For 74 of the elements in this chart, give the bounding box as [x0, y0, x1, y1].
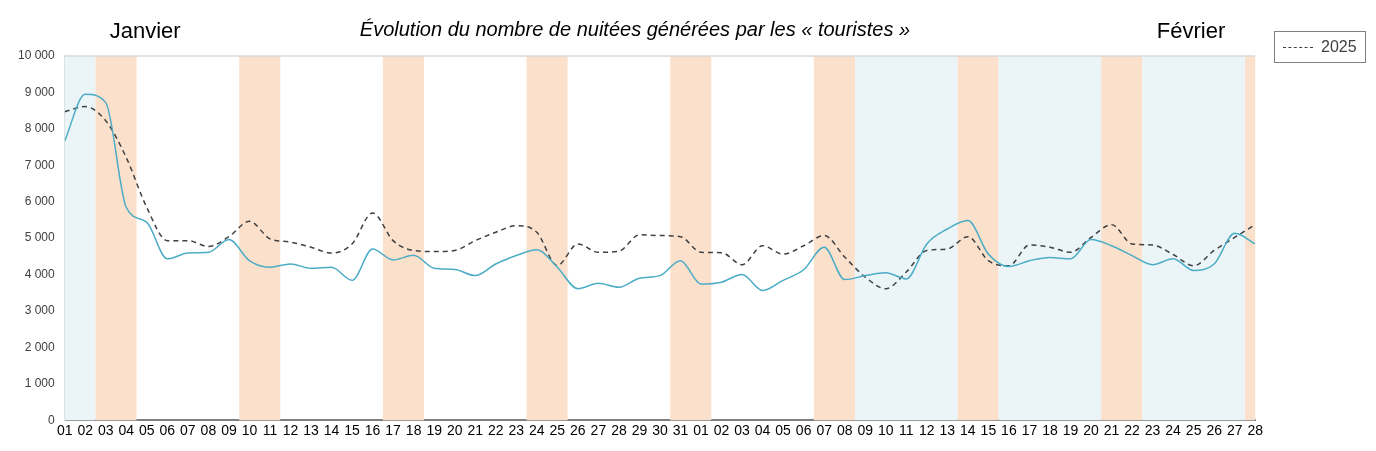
x-tick-label: 27 — [1226, 422, 1243, 439]
x-tick-label: 23 — [508, 422, 525, 439]
x-tick-label: 28 — [611, 422, 627, 439]
y-tick-label: 3 000 — [24, 303, 56, 318]
x-tick-label: 06 — [795, 422, 812, 439]
x-tick-label: 09 — [857, 422, 874, 439]
x-tick-label: 14 — [960, 422, 976, 439]
y-tick-label: 6 000 — [24, 193, 56, 208]
x-tick-label: 17 — [1021, 422, 1038, 439]
x-tick-label: 14 — [323, 422, 340, 439]
x-tick-label: 24 — [529, 422, 545, 439]
x-tick-label: 16 — [364, 422, 381, 439]
x-tick-label: 04 — [754, 422, 771, 439]
x-tick-label: 11 — [262, 422, 278, 439]
x-tick-label: 18 — [1042, 422, 1058, 439]
x-tick-label: 01 — [56, 422, 73, 439]
x-tick-label: 20 — [1083, 422, 1099, 439]
x-tick-label: 30 — [652, 422, 668, 439]
x-tick-label: 05 — [775, 422, 792, 439]
x-tick-label: 26 — [1206, 422, 1223, 439]
x-tick-label: 22 — [1124, 422, 1141, 439]
x-tick-label: 16 — [1001, 422, 1017, 439]
x-tick-label: 07 — [816, 422, 833, 439]
x-tick-label: 22 — [487, 422, 504, 439]
x-tick-label: 01 — [693, 422, 710, 439]
x-tick-label: 03 — [97, 422, 114, 439]
y-tick-label: 8 000 — [24, 121, 56, 136]
x-tick-label: 15 — [980, 422, 997, 439]
x-tick-label: 26 — [570, 422, 586, 439]
x-tick-label: 27 — [590, 422, 607, 439]
x-tick-label: 13 — [939, 422, 956, 439]
y-tick-label: 7 000 — [24, 157, 56, 172]
x-tick-label: 20 — [446, 422, 463, 439]
x-tick-label: 23 — [1144, 422, 1161, 439]
x-tick-label: 09 — [221, 422, 237, 439]
y-tick-label: 10 000 — [18, 48, 56, 63]
x-tick-label: 18 — [405, 422, 422, 439]
x-tick-label: 07 — [180, 422, 196, 439]
y-tick-label: 9 000 — [24, 84, 56, 99]
x-tick-label: 03 — [734, 422, 751, 439]
x-tick-label: 21 — [1103, 422, 1120, 439]
x-tick-label: 02 — [77, 422, 94, 439]
text: Janvier — [109, 18, 181, 44]
text: Février — [1156, 18, 1226, 44]
x-tick-label: 08 — [836, 422, 853, 439]
x-tick-label: 19 — [426, 422, 443, 439]
x-tick-label: 04 — [118, 422, 135, 439]
x-tick-label: 17 — [385, 422, 402, 439]
x-tick-label: 10 — [241, 422, 258, 439]
x-tick-label: 10 — [877, 422, 894, 439]
y-tick-label: 5 000 — [24, 230, 56, 245]
x-tick-label: 08 — [200, 422, 217, 439]
x-tick-label: 31 — [672, 422, 689, 439]
legend-label: 2025 — [1321, 38, 1357, 56]
x-tick-label: 21 — [467, 422, 484, 439]
x-tick-label: 24 — [1165, 422, 1182, 439]
x-tick-label: 25 — [1185, 422, 1202, 439]
x-tick-label: 25 — [549, 422, 566, 439]
y-tick-label: 2 000 — [24, 339, 56, 354]
x-tick-label: 15 — [344, 422, 361, 439]
chart-title: Évolution du nombre de nuitées générées par les « touristes » — [359, 17, 911, 40]
x-tick-label: 12 — [919, 422, 935, 439]
x-tick-label: 11 — [899, 422, 914, 439]
y-tick-label: 4 000 — [24, 266, 56, 281]
x-tick-label: 12 — [282, 422, 299, 439]
x-tick-label: 06 — [159, 422, 176, 439]
x-tick-label: 29 — [631, 422, 648, 439]
x-tick-label: 05 — [139, 422, 155, 439]
x-tick-label: 19 — [1062, 422, 1079, 439]
y-tick-label: 0 — [48, 412, 56, 427]
x-tick-label: 13 — [303, 422, 320, 439]
x-tick-label: 02 — [713, 422, 730, 439]
x-tick-label: 28 — [1247, 422, 1264, 439]
y-tick-label: 1 000 — [24, 376, 56, 391]
